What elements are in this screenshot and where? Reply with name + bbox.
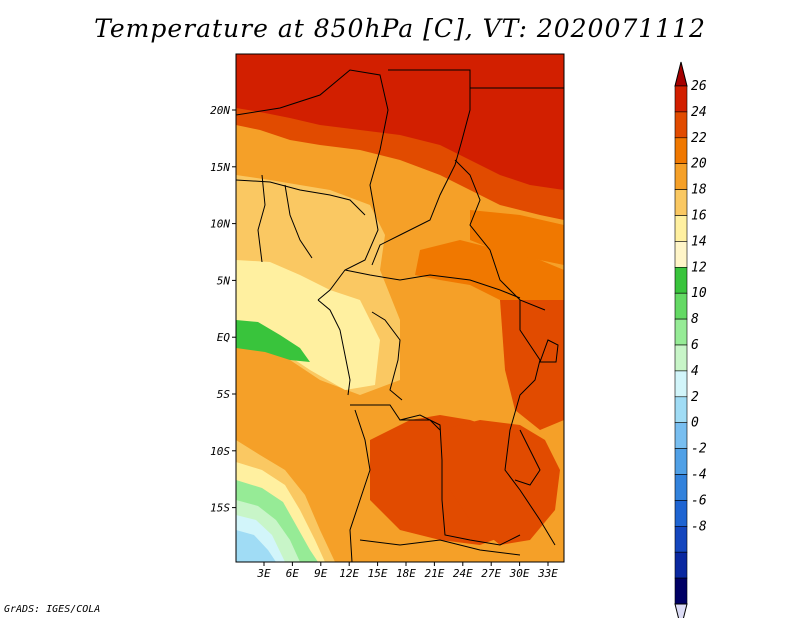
colorbar-label: 20: [691, 157, 707, 172]
lon-tick-label: 3E: [256, 567, 271, 580]
lon-tick-label: 15E: [368, 567, 388, 580]
colorbar-label: 10: [691, 286, 707, 301]
colorbar-label: 0: [691, 416, 699, 431]
colorbar-segment: [674, 137, 688, 165]
colorbar-label: 4: [691, 364, 699, 379]
colorbar-segment: [674, 474, 688, 501]
colorbar-label: 18: [691, 183, 707, 198]
lat-tick-label: 10N: [210, 218, 230, 231]
colorbar-segment: [674, 163, 688, 190]
lat-tick-label: 20N: [210, 104, 230, 117]
colorbar-segment: [674, 266, 688, 294]
colorbar-segment: [674, 241, 688, 268]
colorbar-label: 14: [691, 234, 707, 249]
colorbar-label: 24: [691, 105, 707, 120]
colorbar-label: 26: [691, 79, 707, 94]
lon-tick-label: 33E: [537, 567, 558, 580]
colorbar-top-arrow: [674, 61, 688, 87]
colorbar-segment: [674, 525, 688, 553]
grads-credit: GrADS: IGES/COLA: [4, 604, 101, 615]
chart-title: Temperature at 850hPa [C], VT: 202007111…: [94, 14, 706, 43]
lon-tick-label: 21E: [424, 567, 444, 580]
colorbar-label: -6: [691, 493, 707, 508]
colorbar-label: 6: [691, 338, 699, 353]
latitude-axis: 20N 15N 10N 5N EQ 5S 10S 15S: [210, 104, 236, 515]
lon-tick-label: 27E: [481, 567, 501, 580]
colorbar-segment: [674, 500, 688, 527]
temperature-field: [236, 54, 564, 562]
lat-tick-label: EQ: [217, 331, 231, 344]
colorbar-segment: [674, 189, 688, 216]
colorbar-bottom-arrow: [674, 603, 688, 618]
colorbar-segment: [674, 344, 688, 372]
lat-tick-label: 5S: [217, 388, 231, 401]
lon-tick-label: 6E: [286, 567, 300, 580]
colorbar-segment: [674, 318, 688, 346]
colorbar-segment: [674, 551, 688, 579]
colorbar-segment: [674, 85, 688, 113]
country-borders: [236, 69, 564, 562]
longitude-axis: 3E 6E 9E 12E 15E 18E 21E 24E 27E 30E 33E: [256, 562, 558, 580]
lat-tick-label: 5N: [217, 274, 231, 287]
lon-tick-label: 30E: [509, 567, 530, 580]
colorbar-segment: [674, 370, 688, 398]
map-frame: [235, 53, 565, 563]
colorbar-label: 2: [691, 390, 699, 405]
lat-tick-label: 10S: [210, 445, 230, 458]
colorbar-label: -8: [691, 519, 707, 534]
colorbar-label: 22: [691, 131, 707, 146]
colorbar-segment: [674, 292, 688, 320]
lon-tick-label: 18E: [396, 567, 416, 580]
lat-tick-label: 15S: [210, 502, 230, 515]
colorbar-segment: [674, 396, 688, 423]
lon-tick-label: 24E: [453, 567, 473, 580]
colorbar-segment: [674, 215, 688, 242]
colorbar-segment: [674, 448, 688, 475]
colorbar-label: -2: [691, 442, 707, 457]
lon-tick-label: 9E: [314, 567, 328, 580]
colorbar-segment: [674, 577, 688, 605]
lat-tick-label: 15N: [210, 161, 230, 174]
colorbar-label: -4: [691, 468, 707, 483]
colorbar-segment: [674, 111, 688, 139]
colorbar-label: 8: [691, 312, 699, 327]
colorbar-label: 16: [691, 209, 707, 224]
colorbar-segment: [674, 422, 688, 449]
lon-tick-label: 12E: [339, 567, 359, 580]
colorbar-label: 12: [691, 260, 707, 275]
